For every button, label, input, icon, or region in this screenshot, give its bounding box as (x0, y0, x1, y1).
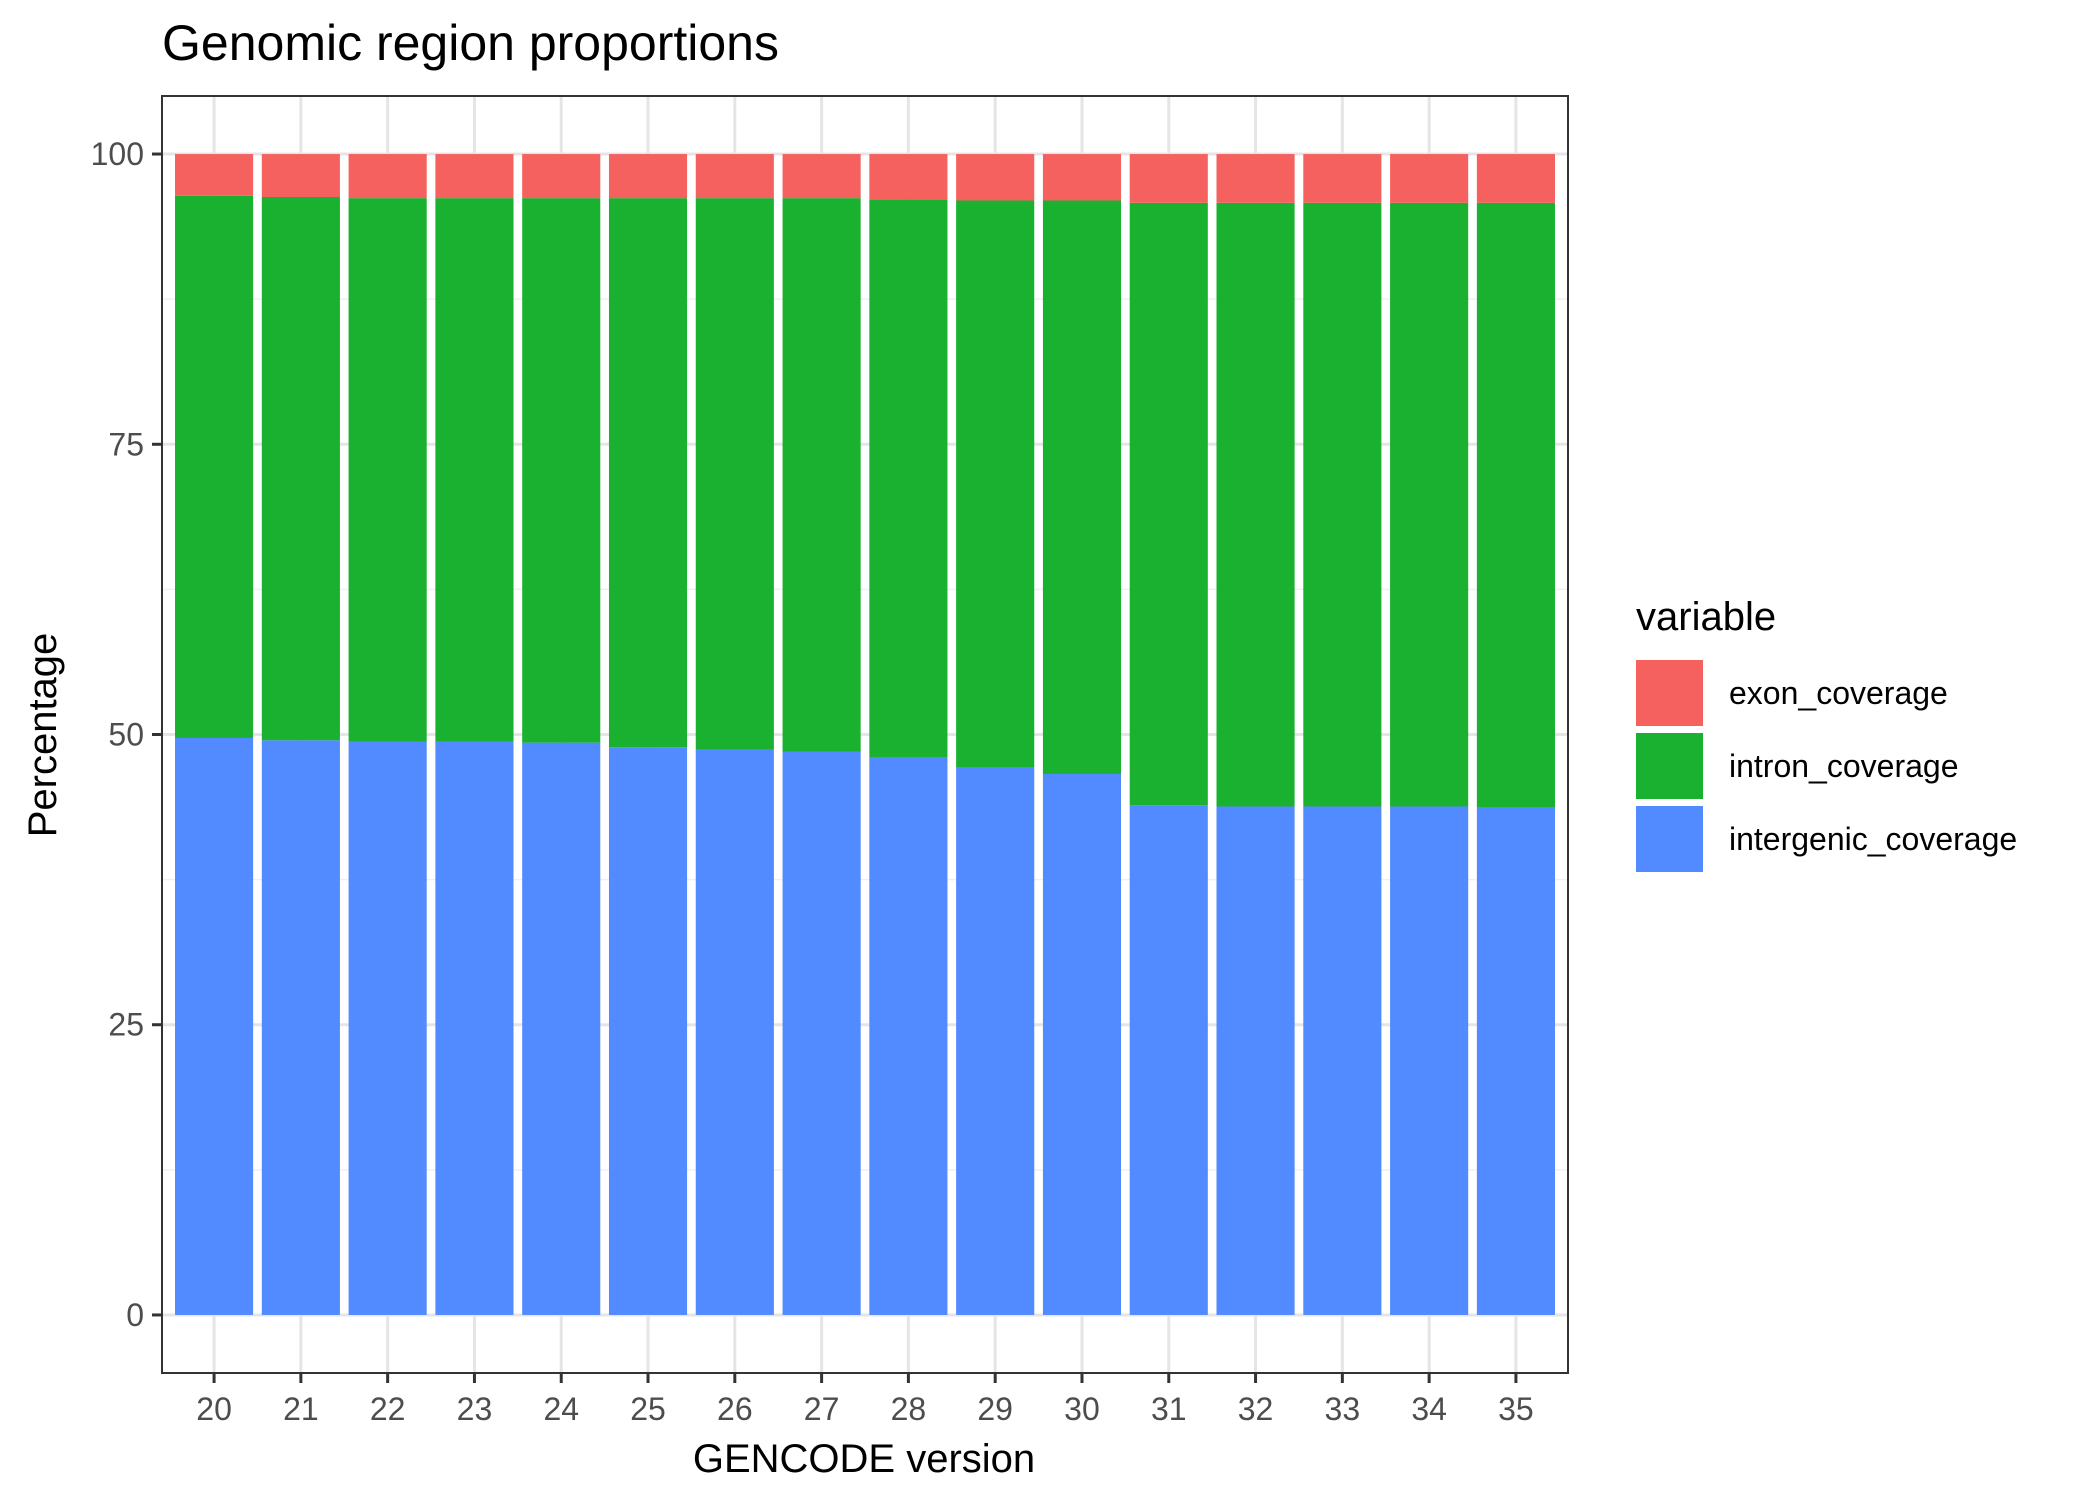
x-tick-label: 34 (1411, 1391, 1447, 1427)
bar-intron_coverage-23 (435, 198, 514, 742)
bar-intron_coverage-28 (869, 199, 948, 758)
bar-intergenic_coverage-25 (608, 747, 688, 1315)
x-tick-label: 21 (283, 1391, 319, 1427)
bar-exon_coverage-24 (522, 154, 601, 199)
x-tick-label: 24 (543, 1391, 579, 1427)
x-tick-label: 29 (977, 1391, 1013, 1427)
x-tick-label: 22 (370, 1391, 406, 1427)
bar-exon_coverage-22 (348, 154, 427, 199)
bar-intron_coverage-24 (522, 198, 601, 743)
legend-label-intergenic_coverage: intergenic_coverage (1729, 821, 2017, 857)
bar-intergenic_coverage-34 (1390, 806, 1469, 1315)
bar-intron_coverage-29 (956, 200, 1035, 768)
x-tick-label: 26 (717, 1391, 753, 1427)
legend-key-intergenic_coverage (1636, 806, 1703, 872)
y-tick-label: 75 (108, 426, 144, 462)
bar-intron_coverage-26 (695, 198, 774, 750)
bar-exon_coverage-27 (782, 154, 861, 199)
bar-intergenic_coverage-26 (695, 749, 774, 1315)
x-tick-label: 20 (196, 1391, 232, 1427)
x-axis-title: GENCODE version (693, 1437, 1035, 1481)
bar-intergenic_coverage-31 (1129, 805, 1208, 1315)
bar-intron_coverage-32 (1216, 202, 1295, 807)
x-tick-label: 23 (457, 1391, 493, 1427)
bar-exon_coverage-25 (608, 154, 688, 199)
x-tick-label: 25 (630, 1391, 666, 1427)
bar-intron_coverage-31 (1129, 202, 1208, 806)
bar-intergenic_coverage-29 (956, 767, 1035, 1315)
bar-exon_coverage-20 (175, 154, 254, 196)
bar-intergenic_coverage-35 (1476, 807, 1555, 1315)
bar-intron_coverage-30 (1042, 200, 1122, 774)
y-tick-label: 25 (108, 1007, 144, 1043)
y-tick-label: 50 (108, 717, 144, 753)
bar-intron_coverage-35 (1476, 202, 1555, 808)
x-tick-label: 32 (1238, 1391, 1274, 1427)
bar-intergenic_coverage-22 (348, 741, 427, 1315)
bar-intergenic_coverage-32 (1216, 806, 1295, 1315)
bar-intergenic_coverage-20 (175, 737, 254, 1315)
bar-intron_coverage-34 (1390, 202, 1469, 807)
legend: variable exon_coverage intron_coverageint… (1636, 595, 2017, 872)
y-tick-label: 0 (126, 1297, 144, 1333)
y-tick-label: 100 (91, 136, 144, 172)
bar-intron_coverage-25 (608, 198, 688, 748)
bar-intergenic_coverage-30 (1042, 773, 1122, 1315)
legend-title: variable (1636, 595, 1776, 639)
x-tick-label: 28 (891, 1391, 927, 1427)
bar-intergenic_coverage-28 (869, 757, 948, 1315)
bar-intron_coverage-33 (1303, 202, 1382, 807)
bar-intron_coverage-22 (348, 198, 427, 742)
x-tick-label: 31 (1151, 1391, 1187, 1427)
bar-intergenic_coverage-24 (522, 742, 601, 1315)
bars-group (161, 95, 1569, 1374)
x-tick-label: 35 (1498, 1391, 1534, 1427)
legend-label-intron_coverage: intron_coverage (1729, 748, 1958, 784)
y-axis: 0 25 50 75 100 (91, 136, 162, 1333)
bar-exon_coverage-34 (1390, 154, 1469, 203)
bar-exon_coverage-31 (1129, 154, 1208, 203)
bar-intron_coverage-20 (175, 195, 254, 738)
chart-title: Genomic region proportions (162, 15, 779, 71)
legend-key-exon_coverage (1636, 660, 1703, 726)
bar-exon_coverage-21 (261, 154, 340, 197)
x-tick-label: 33 (1325, 1391, 1361, 1427)
bar-exon_coverage-29 (956, 154, 1035, 201)
y-axis-title: Percentage (21, 633, 65, 838)
bar-exon_coverage-28 (869, 154, 948, 200)
bar-exon_coverage-32 (1216, 154, 1295, 203)
x-tick-label: 30 (1064, 1391, 1100, 1427)
x-axis: 20 21 22 23 24 25 26 27 28 29 30 31 32 33 34 35 (196, 1373, 1534, 1427)
bar-intergenic_coverage-21 (261, 740, 340, 1315)
legend-key-intron_coverage (1636, 733, 1703, 799)
bar-intergenic_coverage-27 (782, 751, 861, 1315)
bar-exon_coverage-35 (1476, 154, 1555, 203)
bar-intron_coverage-27 (782, 198, 861, 752)
legend-label-exon_coverage: exon_coverage (1729, 675, 1948, 711)
x-tick-label: 27 (804, 1391, 840, 1427)
bar-intergenic_coverage-33 (1303, 806, 1382, 1315)
bar-intron_coverage-21 (261, 196, 340, 741)
bar-exon_coverage-26 (695, 154, 774, 199)
bar-exon_coverage-30 (1042, 154, 1122, 201)
bar-intergenic_coverage-23 (435, 741, 514, 1315)
bar-exon_coverage-33 (1303, 154, 1382, 203)
bar-exon_coverage-23 (435, 154, 514, 199)
